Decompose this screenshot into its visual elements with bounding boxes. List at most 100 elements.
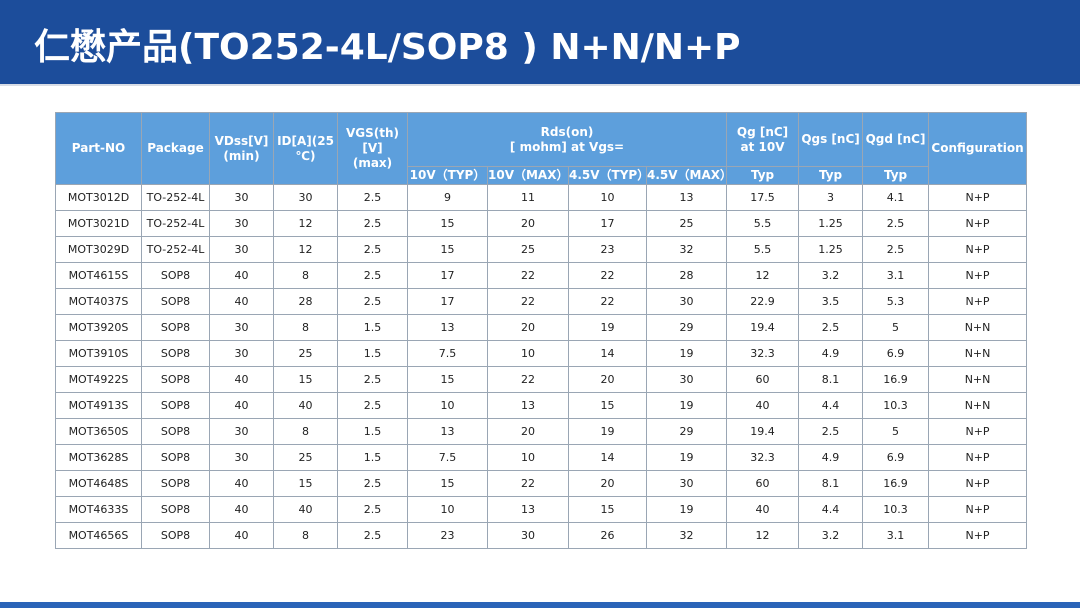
table-cell: MOT3029D: [55, 236, 142, 263]
table-cell: N+P: [928, 444, 1028, 471]
table-cell: 40: [209, 288, 274, 315]
table-cell: 19: [645, 340, 728, 367]
table-cell: 17: [407, 262, 488, 289]
table-cell: 40: [209, 522, 274, 549]
table-cell: 5.5: [726, 236, 800, 263]
table-cell: MOT4648S: [55, 470, 142, 497]
table-row: MOT4037S SOP8 40 28 2.5 17 22 22 30 22.9 3.5 5.3 N+P: [55, 288, 1028, 315]
table-cell: 19: [645, 444, 728, 471]
table-cell: N+N: [928, 366, 1028, 393]
table-cell: 1.5: [337, 444, 408, 471]
table-cell: 15: [273, 470, 338, 497]
table-cell: 1.5: [337, 418, 408, 445]
table-cell: 30: [209, 210, 274, 237]
table-cell: 1.25: [798, 236, 864, 263]
table-cell: 40: [209, 262, 274, 289]
table-cell: 6.9: [862, 340, 930, 367]
table-cell: 60: [726, 470, 800, 497]
table-cell: 19: [645, 392, 728, 419]
table-cell: 25: [273, 444, 338, 471]
table-cell: TO-252-4L: [141, 236, 210, 263]
table-cell: 8.1: [798, 366, 864, 393]
table-cell: SOP8: [141, 314, 210, 341]
table-cell: 60: [726, 366, 800, 393]
table-cell: 6.9: [862, 444, 930, 471]
table-cell: N+P: [928, 184, 1028, 211]
table-cell: 10: [487, 340, 569, 367]
column-subheader: Typ: [798, 166, 864, 185]
column-header: Configuration: [928, 112, 1028, 185]
table-row: MOT3910S SOP8 30 25 1.5 7.5 10 14 19 32.3 4.9 6.9 N+…: [55, 340, 1028, 367]
table-cell: 30: [273, 184, 338, 211]
table-cell: 15: [568, 392, 647, 419]
table-cell: 19: [645, 496, 728, 523]
table-cell: 2.5: [798, 418, 864, 445]
table-cell: 2.5: [337, 262, 408, 289]
table-cell: 12: [726, 262, 800, 289]
table-cell: 3.1: [862, 522, 930, 549]
table-cell: 14: [568, 340, 647, 367]
table-cell: 19: [568, 314, 647, 341]
table-cell: 22: [487, 262, 569, 289]
table-cell: 22: [487, 366, 569, 393]
table-cell: 9: [407, 184, 488, 211]
table-cell: 10: [487, 444, 569, 471]
table-cell: 14: [568, 444, 647, 471]
table-cell: 2.5: [337, 470, 408, 497]
table-cell: 3.5: [798, 288, 864, 315]
table-cell: 26: [568, 522, 647, 549]
table-cell: 30: [209, 418, 274, 445]
table-cell: MOT4633S: [55, 496, 142, 523]
column-header: Rds(on) [ mohm] at Vgs=: [406, 112, 728, 167]
table-cell: 2.5: [337, 236, 408, 263]
table-cell: 17: [568, 210, 647, 237]
table-cell: MOT3628S: [55, 444, 142, 471]
title-bar: 仁懋产品(TO252-4L/SOP8 ) N+N/N+P: [0, 0, 1080, 86]
table-cell: 25: [487, 236, 569, 263]
table-cell: 16.9: [862, 366, 930, 393]
table-row: MOT4922S SOP8 40 15 2.5 15 22 20 30 60 8.1 16.9 N+N: [55, 366, 1028, 393]
table-cell: 40: [273, 496, 338, 523]
table-cell: 15: [407, 236, 488, 263]
table-cell: 4.9: [798, 340, 864, 367]
column-subheader: 10V（MAX）: [487, 166, 569, 185]
table-cell: 2.5: [337, 392, 408, 419]
table-cell: SOP8: [141, 470, 210, 497]
table-cell: 40: [209, 496, 274, 523]
table-cell: 25: [645, 210, 728, 237]
table-cell: 32: [645, 522, 728, 549]
table-cell: 19.4: [726, 314, 800, 341]
table-cell: 29: [645, 418, 728, 445]
column-subheader: Typ: [726, 166, 800, 185]
column-header: Qgd [nC]: [862, 112, 930, 167]
table-cell: 3.2: [798, 522, 864, 549]
table-cell: 40: [726, 496, 800, 523]
table-cell: 40: [209, 366, 274, 393]
table-cell: 8: [273, 314, 338, 341]
table-cell: 30: [645, 366, 728, 393]
table-cell: N+P: [928, 496, 1028, 523]
column-header: Package: [141, 112, 210, 185]
table-cell: 3: [798, 184, 864, 211]
table-row: MOT3650S SOP8 30 8 1.5 13 20 19 29 19.4 2.5 5 N+P: [55, 418, 1028, 445]
table-cell: 15: [407, 366, 488, 393]
table-cell: N+N: [928, 314, 1028, 341]
table-cell: 17.5: [726, 184, 800, 211]
table-cell: 30: [645, 288, 728, 315]
slide-title: 仁懋产品(TO252-4L/SOP8 ) N+N/N+P: [34, 27, 741, 68]
table-cell: 4.1: [862, 184, 930, 211]
table-cell: 12: [726, 522, 800, 549]
table-cell: 20: [487, 314, 569, 341]
table-cell: 13: [645, 184, 728, 211]
table-cell: 10: [407, 392, 488, 419]
table-cell: MOT3650S: [55, 418, 142, 445]
table-cell: MOT4656S: [55, 522, 142, 549]
table-cell: 40: [726, 392, 800, 419]
table-row: MOT4633S SOP8 40 40 2.5 10 13 15 19 40 4.4 10.3 N+P: [55, 496, 1028, 523]
table-cell: MOT3012D: [55, 184, 142, 211]
table-cell: SOP8: [141, 262, 210, 289]
table-cell: 19.4: [726, 418, 800, 445]
column-header: VGS(th)[V] (max): [337, 112, 408, 185]
column-header: ID[A](25 ℃): [273, 112, 338, 185]
table-cell: 7.5: [407, 444, 488, 471]
